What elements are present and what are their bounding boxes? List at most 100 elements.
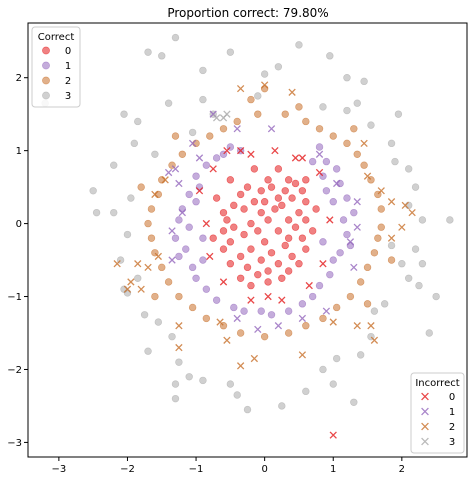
point-correct-class-3	[171, 33, 180, 42]
point-correct-class-1	[199, 256, 207, 264]
point-incorrect-class-2	[367, 322, 375, 330]
point-correct-class-3	[144, 347, 152, 355]
point-correct-class-2	[363, 300, 372, 308]
point-correct-class-3	[404, 274, 413, 282]
point-incorrect-class-2	[236, 84, 245, 93]
point-incorrect-class-0	[247, 150, 255, 158]
point-correct-class-1	[199, 234, 207, 242]
legend-label: 2	[65, 76, 71, 87]
point-incorrect-class-2	[123, 285, 132, 293]
point-correct-class-1	[315, 281, 324, 290]
point-correct-class-0	[264, 176, 272, 184]
point-correct-class-1	[175, 252, 183, 261]
point-incorrect-class-2	[363, 172, 372, 180]
point-correct-class-0	[219, 227, 228, 235]
point-correct-class-1	[332, 165, 341, 173]
point-incorrect-class-1	[254, 325, 262, 334]
point-correct-class-2	[356, 278, 365, 286]
legend-marker	[421, 437, 429, 446]
point-incorrect-class-0	[329, 431, 337, 439]
point-correct-class-3	[398, 260, 406, 268]
point-correct-class-0	[274, 165, 283, 173]
point-correct-class-3	[92, 208, 101, 217]
point-correct-class-2	[188, 303, 197, 312]
point-correct-class-0	[247, 219, 255, 228]
point-correct-class-3	[158, 52, 166, 60]
point-correct-class-0	[308, 227, 317, 235]
point-correct-class-3	[356, 351, 365, 359]
point-correct-class-3	[134, 274, 142, 282]
point-correct-class-0	[302, 198, 310, 206]
chart-title: Proportion correct: 79.80%	[167, 6, 328, 20]
point-incorrect-class-2	[137, 285, 145, 293]
point-correct-class-0	[219, 208, 228, 217]
point-incorrect-class-2	[134, 260, 142, 268]
point-correct-class-3	[387, 139, 396, 148]
point-correct-class-2	[137, 183, 145, 191]
point-correct-class-3	[199, 66, 207, 75]
point-incorrect-class-1	[171, 165, 180, 173]
legend-label: 0	[449, 392, 455, 403]
point-incorrect-class-0	[195, 187, 204, 195]
point-correct-class-3	[140, 311, 149, 319]
point-correct-class-0	[278, 201, 286, 210]
point-correct-class-1	[308, 157, 317, 166]
point-incorrect-class-0	[278, 296, 286, 304]
point-correct-class-3	[418, 216, 427, 224]
legend-marker	[421, 407, 429, 416]
point-correct-class-2	[171, 132, 180, 140]
data-points	[41, 33, 454, 439]
point-correct-class-0	[284, 176, 293, 184]
point-correct-class-0	[302, 245, 310, 253]
point-correct-class-0	[226, 176, 235, 184]
point-incorrect-class-2	[216, 318, 224, 326]
point-correct-class-1	[171, 234, 180, 242]
point-incorrect-class-0	[236, 146, 245, 155]
point-correct-class-0	[247, 281, 255, 290]
point-correct-class-0	[274, 260, 283, 268]
point-correct-class-0	[247, 245, 255, 253]
y-tick-label: −2	[7, 365, 22, 376]
point-correct-class-3	[144, 48, 152, 56]
point-incorrect-class-2	[360, 139, 368, 148]
point-correct-class-1	[326, 270, 334, 279]
point-incorrect-class-1	[274, 322, 283, 330]
point-correct-class-0	[264, 216, 272, 224]
point-correct-class-3	[415, 281, 423, 290]
legend-title: Correct	[38, 32, 75, 43]
point-correct-class-1	[182, 245, 190, 253]
point-correct-class-0	[274, 194, 283, 202]
point-correct-class-0	[254, 227, 262, 235]
legend-title: Incorrect	[415, 378, 459, 389]
point-correct-class-3	[175, 358, 183, 366]
point-correct-class-3	[120, 285, 128, 293]
point-correct-class-1	[188, 263, 197, 272]
point-correct-class-0	[274, 227, 283, 235]
point-correct-class-3	[411, 245, 420, 253]
point-correct-class-2	[175, 292, 183, 301]
legend-label: 0	[65, 46, 71, 57]
legend-box	[31, 26, 81, 108]
point-incorrect-class-0	[315, 168, 324, 177]
point-correct-class-2	[363, 263, 372, 272]
legend-marker	[42, 46, 50, 55]
point-correct-class-0	[267, 249, 276, 257]
point-correct-class-0	[278, 274, 286, 282]
point-correct-class-2	[295, 103, 303, 111]
point-incorrect-class-2	[175, 322, 183, 330]
point-incorrect-class-2	[250, 354, 259, 363]
point-incorrect-class-2	[387, 234, 396, 242]
point-correct-class-1	[336, 249, 344, 257]
point-correct-class-3	[411, 183, 420, 191]
point-correct-class-0	[243, 183, 252, 191]
point-correct-class-2	[260, 332, 269, 341]
point-correct-class-0	[219, 245, 228, 253]
point-incorrect-class-2	[401, 201, 409, 210]
point-correct-class-1	[322, 157, 331, 166]
point-correct-class-3	[432, 292, 440, 301]
point-correct-class-3	[278, 402, 286, 410]
point-correct-class-3	[110, 208, 118, 217]
point-correct-class-0	[291, 223, 300, 231]
point-incorrect-class-1	[233, 314, 241, 323]
point-correct-class-1	[267, 311, 276, 319]
